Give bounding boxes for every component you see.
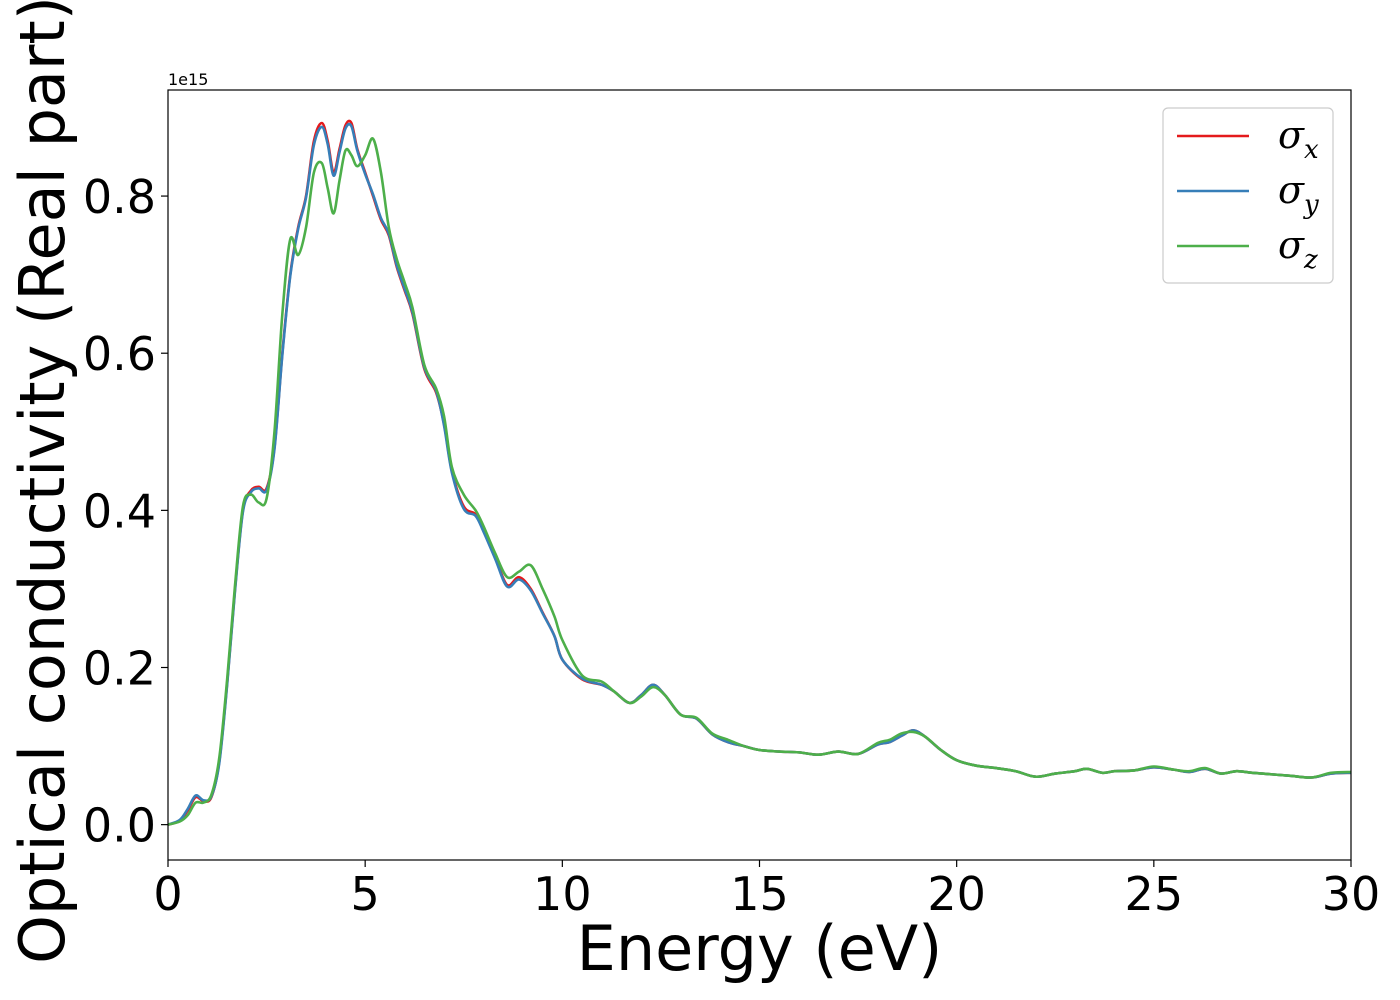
y-tick-label: 0.8 [83, 170, 156, 224]
x-tick-label: 20 [927, 867, 986, 921]
ticks-layer: 0 5 10 15 20 25 30 0.0 0.2 0.4 0.6 0.8 [83, 170, 1380, 921]
x-tick-label: 25 [1125, 867, 1184, 921]
y-tick-label: 0.6 [83, 327, 156, 381]
x-tick-label: 0 [153, 867, 182, 921]
x-tick-label: 10 [533, 867, 592, 921]
x-tick-label: 5 [351, 867, 380, 921]
series-layer [168, 119, 1351, 826]
x-tick-label: 15 [730, 867, 789, 921]
series-line-z [168, 137, 1351, 826]
y-tick-label: 0.4 [83, 484, 156, 538]
y-tick-label: 0.2 [83, 642, 156, 696]
legend-label-z: σz [1278, 223, 1318, 275]
legend-label-x: σx [1278, 113, 1319, 165]
x-axis-label: Energy (eV) [577, 912, 943, 985]
y-offset-label: 1e15 [168, 70, 208, 89]
legend-box [1162, 107, 1334, 284]
y-tick-label: 0.0 [83, 799, 156, 853]
legend-label-y: σy [1278, 168, 1319, 220]
y-axis-label: Optical conductivity (Real part) [6, 0, 79, 964]
x-tick-label: 30 [1322, 867, 1381, 921]
